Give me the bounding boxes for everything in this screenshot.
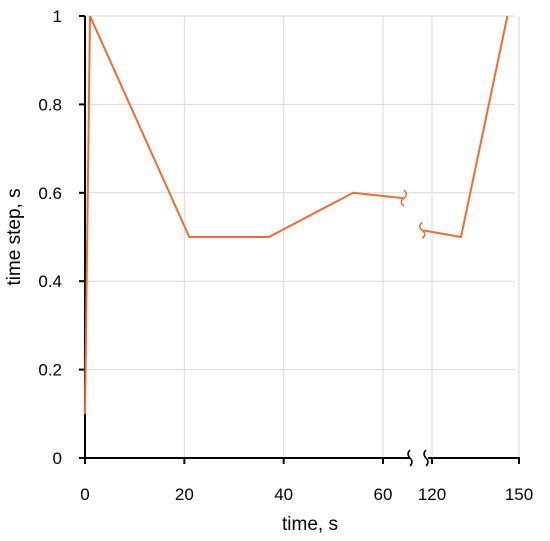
series-segment bbox=[84, 15, 404, 414]
axes bbox=[79, 15, 520, 467]
y-axis-label: time step, s bbox=[4, 188, 25, 285]
y-tick-label: 0.2 bbox=[38, 361, 62, 380]
y-tick-label: 0 bbox=[53, 449, 62, 468]
y-tick-label: 1 bbox=[53, 7, 62, 26]
series-lines bbox=[84, 15, 509, 414]
grid bbox=[85, 15, 520, 458]
series-segment bbox=[423, 15, 509, 239]
y-tick-label: 0.4 bbox=[38, 272, 62, 291]
x-tick-label: 120 bbox=[418, 485, 446, 504]
x-tick-label: 0 bbox=[80, 485, 89, 504]
tick-labels: 0 0.2 0.4 0.6 0.8 1 0 20 40 60 120 150 bbox=[38, 7, 533, 504]
x-tick-label: 20 bbox=[175, 485, 194, 504]
x-tick-label: 150 bbox=[505, 485, 533, 504]
x-tick-label: 40 bbox=[274, 485, 293, 504]
y-tick-label: 0.6 bbox=[38, 184, 62, 203]
y-tick-label: 0.8 bbox=[38, 95, 62, 114]
axis-break-mark bbox=[407, 449, 413, 467]
axis-break-mark bbox=[423, 449, 429, 467]
x-axis-label: time, s bbox=[282, 514, 338, 535]
series-break-mark bbox=[419, 221, 426, 239]
series-break-mark bbox=[400, 189, 408, 207]
x-tick-label: 60 bbox=[374, 485, 393, 504]
